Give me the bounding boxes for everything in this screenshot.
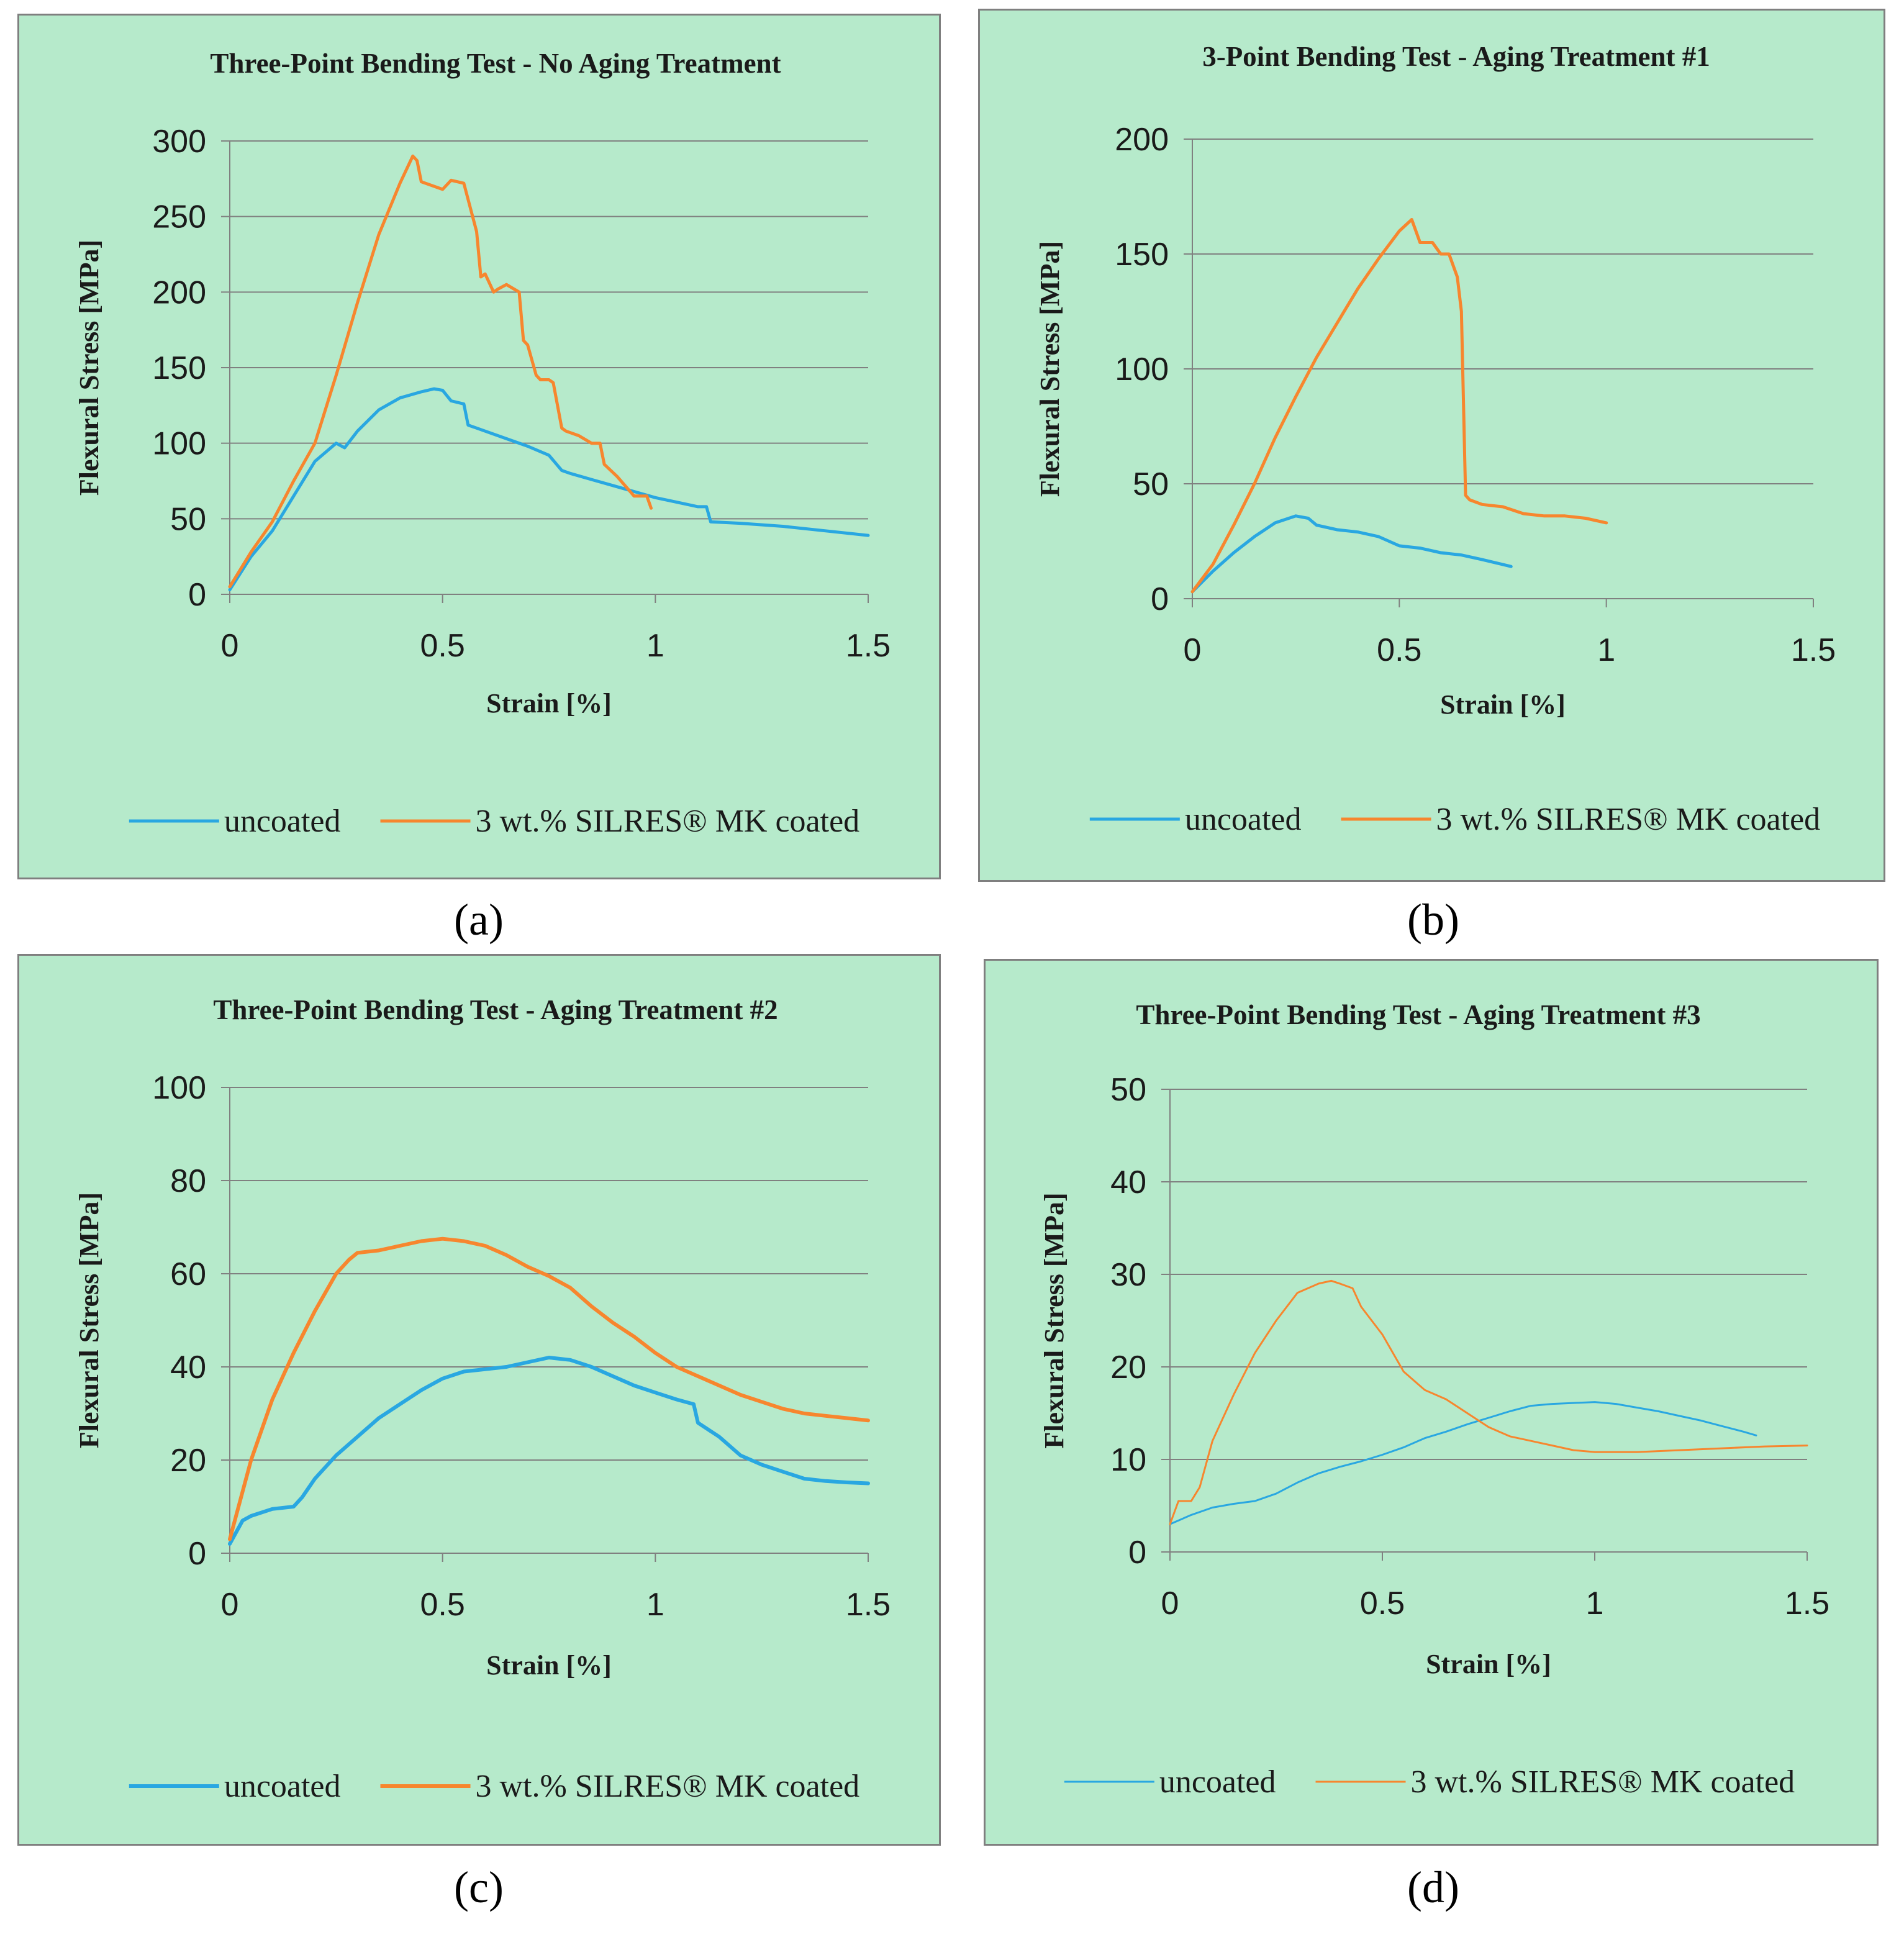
y-tick-label: 0 bbox=[188, 1536, 206, 1572]
chart-a: Three-Point Bending Test - No Aging Trea… bbox=[17, 14, 941, 879]
chart-background bbox=[17, 14, 941, 879]
chart-title: Three-Point Bending Test - Aging Treatme… bbox=[213, 994, 777, 1025]
legend-label: uncoated bbox=[1185, 802, 1302, 837]
chart-d: Three-Point Bending Test - Aging Treatme… bbox=[984, 959, 1879, 1846]
x-tick-label: 0 bbox=[221, 628, 239, 664]
x-axis-label: Strain [%] bbox=[1426, 1649, 1551, 1679]
series-coated-line bbox=[228, 1236, 870, 1541]
y-tick-label: 150 bbox=[1115, 237, 1169, 273]
chart-background bbox=[984, 959, 1879, 1846]
series-uncoated-line bbox=[228, 387, 870, 592]
x-axis-label: Strain [%] bbox=[1440, 689, 1566, 720]
x-tick-label: 1.5 bbox=[1791, 632, 1836, 668]
panel-d: Three-Point Bending Test - Aging Treatme… bbox=[984, 959, 1879, 1846]
y-tick-label: 30 bbox=[1110, 1257, 1146, 1293]
chart-title: Three-Point Bending Test - No Aging Trea… bbox=[210, 48, 781, 79]
x-tick-label: 1.5 bbox=[1785, 1585, 1829, 1622]
legend-label: 3 wt.% SILRES® MK coated bbox=[476, 1769, 860, 1804]
legend: uncoated 3 wt.% SILRES® MK coated bbox=[129, 804, 859, 839]
y-tick-label: 200 bbox=[152, 274, 206, 311]
y-tick-label: 20 bbox=[1110, 1350, 1146, 1386]
x-tick-label: 1.5 bbox=[846, 1587, 891, 1623]
legend-label: 3 wt.% SILRES® MK coated bbox=[476, 804, 860, 839]
caption-b-text: (b) bbox=[1407, 895, 1459, 945]
panel-a: Three-Point Bending Test - No Aging Trea… bbox=[17, 14, 941, 879]
series-uncoated-line bbox=[1169, 1401, 1757, 1525]
y-tick-label: 250 bbox=[152, 199, 206, 235]
x-tick-label: 1 bbox=[1586, 1585, 1604, 1622]
y-axis-label: Flexural Stress [MPa] bbox=[74, 1192, 104, 1448]
x-tick-label: 1 bbox=[646, 1587, 664, 1623]
y-tick-label: 50 bbox=[170, 501, 206, 537]
caption-c: (c) bbox=[417, 1862, 541, 1913]
y-tick-label: 100 bbox=[1115, 352, 1169, 388]
y-tick-label: 60 bbox=[170, 1256, 206, 1292]
caption-c-text: (c) bbox=[454, 1862, 504, 1912]
y-tick-label: 0 bbox=[188, 577, 206, 613]
y-tick-label: 40 bbox=[1110, 1164, 1146, 1200]
legend-label: uncoated bbox=[224, 804, 341, 839]
y-axis-label: Flexural Stress [MPa] bbox=[74, 240, 104, 496]
caption-d: (d) bbox=[1371, 1862, 1495, 1913]
panel-c: Three-Point Bending Test - Aging Treatme… bbox=[17, 954, 941, 1846]
chart-title: 3-Point Bending Test - Aging Treatment #… bbox=[1202, 41, 1710, 72]
legend: uncoated 3 wt.% SILRES® MK coated bbox=[1064, 1764, 1795, 1800]
series-uncoated-line bbox=[1190, 514, 1513, 594]
y-tick-label: 10 bbox=[1110, 1442, 1146, 1478]
y-tick-label: 80 bbox=[170, 1163, 206, 1199]
x-tick-label: 0 bbox=[221, 1587, 239, 1623]
y-tick-label: 20 bbox=[170, 1443, 206, 1479]
x-tick-label: 0.5 bbox=[1377, 632, 1421, 668]
legend-label: 3 wt.% SILRES® MK coated bbox=[1436, 802, 1821, 837]
caption-a-text: (a) bbox=[454, 895, 504, 945]
x-tick-label: 1 bbox=[1597, 632, 1615, 668]
y-tick-label: 300 bbox=[152, 124, 206, 160]
x-tick-label: 0 bbox=[1161, 1585, 1179, 1622]
x-axis-label: Strain [%] bbox=[486, 1650, 612, 1681]
series-coated-line bbox=[228, 154, 653, 589]
y-tick-label: 0 bbox=[1128, 1535, 1146, 1571]
series-coated-line bbox=[1190, 218, 1608, 594]
caption-a: (a) bbox=[417, 894, 541, 946]
x-tick-label: 0.5 bbox=[420, 1587, 465, 1623]
y-tick-label: 100 bbox=[152, 426, 206, 462]
y-tick-label: 40 bbox=[170, 1350, 206, 1386]
y-axis-label: Flexural Stress [MPa] bbox=[1035, 241, 1065, 497]
y-tick-label: 0 bbox=[1151, 581, 1169, 617]
x-tick-label: 0.5 bbox=[420, 628, 465, 664]
legend-label: uncoated bbox=[1159, 1764, 1276, 1800]
y-tick-label: 50 bbox=[1133, 466, 1169, 502]
x-tick-label: 0.5 bbox=[1360, 1585, 1405, 1622]
chart-c: Three-Point Bending Test - Aging Treatme… bbox=[17, 954, 941, 1846]
series-uncoated-line bbox=[228, 1356, 870, 1546]
caption-d-text: (d) bbox=[1407, 1862, 1459, 1912]
caption-b: (b) bbox=[1371, 894, 1495, 946]
y-tick-label: 200 bbox=[1115, 122, 1169, 158]
x-axis-label: Strain [%] bbox=[486, 688, 612, 719]
chart-b: 3-Point Bending Test - Aging Treatment #… bbox=[978, 9, 1885, 882]
series-coated-line bbox=[1169, 1279, 1808, 1525]
x-tick-label: 1.5 bbox=[846, 628, 891, 664]
x-tick-label: 1 bbox=[646, 628, 664, 664]
chart-title: Three-Point Bending Test - Aging Treatme… bbox=[1136, 999, 1700, 1030]
panel-b: 3-Point Bending Test - Aging Treatment #… bbox=[978, 9, 1885, 882]
y-tick-label: 150 bbox=[152, 350, 206, 386]
legend: uncoated 3 wt.% SILRES® MK coated bbox=[1089, 802, 1821, 837]
legend: uncoated 3 wt.% SILRES® MK coated bbox=[129, 1769, 859, 1804]
y-tick-label: 50 bbox=[1110, 1072, 1146, 1108]
chart-background bbox=[17, 954, 941, 1846]
y-axis-label: Flexural Stress [MPa] bbox=[1039, 1192, 1069, 1448]
legend-label: 3 wt.% SILRES® MK coated bbox=[1411, 1764, 1795, 1800]
x-tick-label: 0 bbox=[1184, 632, 1202, 668]
y-tick-label: 100 bbox=[152, 1070, 206, 1106]
legend-label: uncoated bbox=[224, 1769, 341, 1804]
chart-background bbox=[978, 9, 1885, 882]
